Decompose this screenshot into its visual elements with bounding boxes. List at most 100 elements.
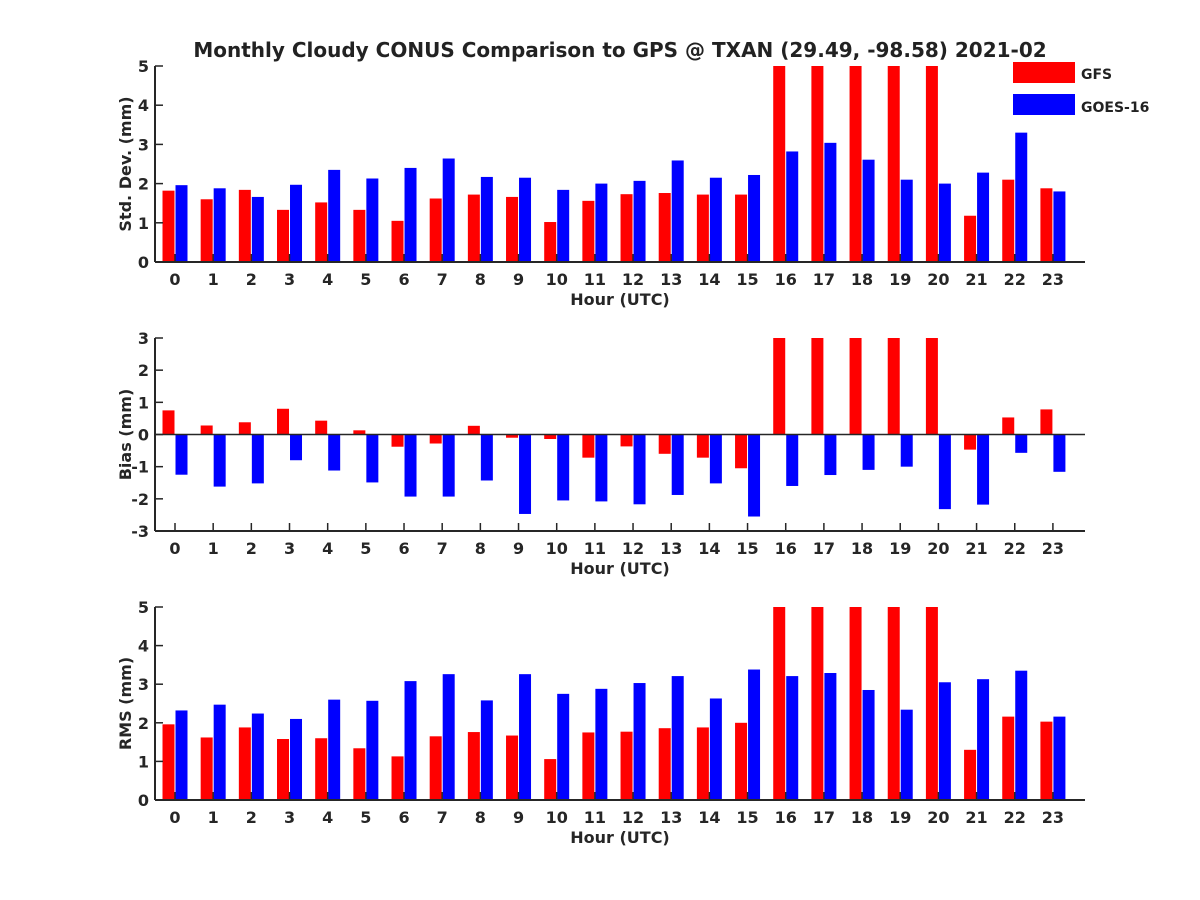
x-tick-label: 2	[246, 270, 257, 289]
x-tick-label: 8	[475, 539, 486, 558]
x-tick-label: 3	[284, 270, 295, 289]
bar-gfs-14	[696, 727, 709, 800]
x-tick-label: 21	[965, 539, 987, 558]
bar-gfs-1	[200, 737, 213, 800]
bar-gfs-22	[1002, 417, 1015, 435]
x-tick-label: 19	[889, 539, 911, 558]
bar-goes-16-14	[709, 177, 722, 262]
bar-gfs-0	[162, 190, 175, 262]
bar-goes-16-14	[709, 434, 722, 484]
x-tick-label: 15	[736, 270, 758, 289]
bar-goes-16-15	[748, 434, 761, 517]
x-tick-label: 4	[322, 270, 333, 289]
bar-goes-16-2	[251, 434, 264, 484]
bar-goes-16-22	[1015, 670, 1028, 800]
x-tick-label: 9	[513, 270, 524, 289]
x-tick-label: 12	[622, 270, 644, 289]
bar-gfs-7	[429, 434, 442, 444]
bar-goes-16-1	[213, 704, 226, 800]
bar-goes-16-12	[633, 180, 646, 262]
bar-gfs-7	[429, 736, 442, 800]
y-tick-label: 1	[138, 214, 149, 233]
bar-goes-16-6	[404, 167, 417, 262]
bar-gfs-13	[658, 728, 671, 800]
bar-goes-16-13	[671, 676, 684, 800]
bar-goes-16-11	[595, 434, 608, 502]
x-tick-label: 1	[208, 270, 219, 289]
x-tick-label: 12	[622, 539, 644, 558]
bar-goes-16-23	[1053, 716, 1066, 800]
x-tick-label: 0	[169, 539, 180, 558]
bar-goes-16-9	[519, 674, 532, 800]
x-tick-label: 22	[1004, 270, 1026, 289]
x-tick-label: 22	[1004, 808, 1026, 827]
x-tick-label: 22	[1004, 539, 1026, 558]
x-tick-label: 21	[965, 808, 987, 827]
bar-gfs-18	[849, 66, 862, 262]
bar-gfs-10	[544, 434, 557, 439]
x-tick-label: 11	[584, 270, 606, 289]
bar-gfs-23	[1040, 188, 1053, 262]
bar-gfs-9	[506, 434, 519, 438]
bar-gfs-3	[277, 408, 290, 435]
bar-goes-16-20	[938, 434, 951, 510]
x-tick-label: 23	[1042, 808, 1064, 827]
bar-goes-16-22	[1015, 434, 1028, 453]
x-tick-label: 2	[246, 539, 257, 558]
bar-gfs-11	[582, 434, 595, 458]
x-tick-label: 6	[398, 808, 409, 827]
x-tick-label: 18	[851, 270, 873, 289]
x-tick-label: 9	[513, 539, 524, 558]
x-tick-label: 2	[246, 808, 257, 827]
bar-goes-16-19	[900, 179, 913, 262]
bar-goes-16-16	[786, 676, 799, 800]
bar-gfs-15	[735, 194, 748, 262]
bar-goes-16-5	[366, 434, 379, 483]
bar-gfs-19	[887, 607, 900, 800]
bar-gfs-5	[353, 209, 366, 262]
x-tick-label: 6	[398, 539, 409, 558]
x-tick-label: 1	[208, 539, 219, 558]
bar-goes-16-4	[328, 169, 341, 262]
y-tick-label: 2	[138, 714, 149, 733]
x-tick-label: 14	[698, 270, 720, 289]
x-tick-label: 5	[360, 808, 371, 827]
x-tick-label: 18	[851, 808, 873, 827]
y-tick-label: 5	[138, 598, 149, 617]
y-tick-label: 2	[138, 361, 149, 380]
bar-gfs-9	[506, 735, 519, 800]
x-tick-label: 21	[965, 270, 987, 289]
bar-goes-16-14	[709, 698, 722, 800]
y-tick-label: 0	[138, 426, 149, 445]
bar-goes-16-21	[977, 172, 990, 262]
bar-gfs-5	[353, 430, 366, 435]
bar-gfs-17	[811, 607, 824, 800]
bar-gfs-23	[1040, 721, 1053, 800]
bar-goes-16-23	[1053, 434, 1066, 472]
bar-goes-16-22	[1015, 132, 1028, 262]
y-tick-label: 3	[138, 135, 149, 154]
bar-gfs-10	[544, 759, 557, 800]
bar-goes-16-12	[633, 683, 646, 800]
bar-gfs-2	[238, 422, 251, 435]
bar-goes-16-1	[213, 188, 226, 262]
bar-goes-16-7	[442, 434, 455, 497]
bar-goes-16-7	[442, 674, 455, 800]
bar-goes-16-13	[671, 434, 684, 495]
bar-goes-16-3	[290, 718, 303, 800]
x-tick-label: 16	[775, 539, 797, 558]
bar-goes-16-3	[290, 434, 303, 461]
bar-gfs-23	[1040, 409, 1053, 435]
bar-gfs-0	[162, 724, 175, 800]
bar-gfs-2	[238, 189, 251, 262]
bar-gfs-20	[925, 338, 938, 435]
bar-goes-16-18	[862, 689, 875, 800]
legend-swatch-gfs	[1013, 62, 1075, 83]
x-tick-label: 23	[1042, 539, 1064, 558]
bar-gfs-22	[1002, 179, 1015, 262]
bar-gfs-8	[467, 732, 480, 800]
bar-goes-16-17	[824, 434, 837, 476]
bar-gfs-3	[277, 739, 290, 800]
